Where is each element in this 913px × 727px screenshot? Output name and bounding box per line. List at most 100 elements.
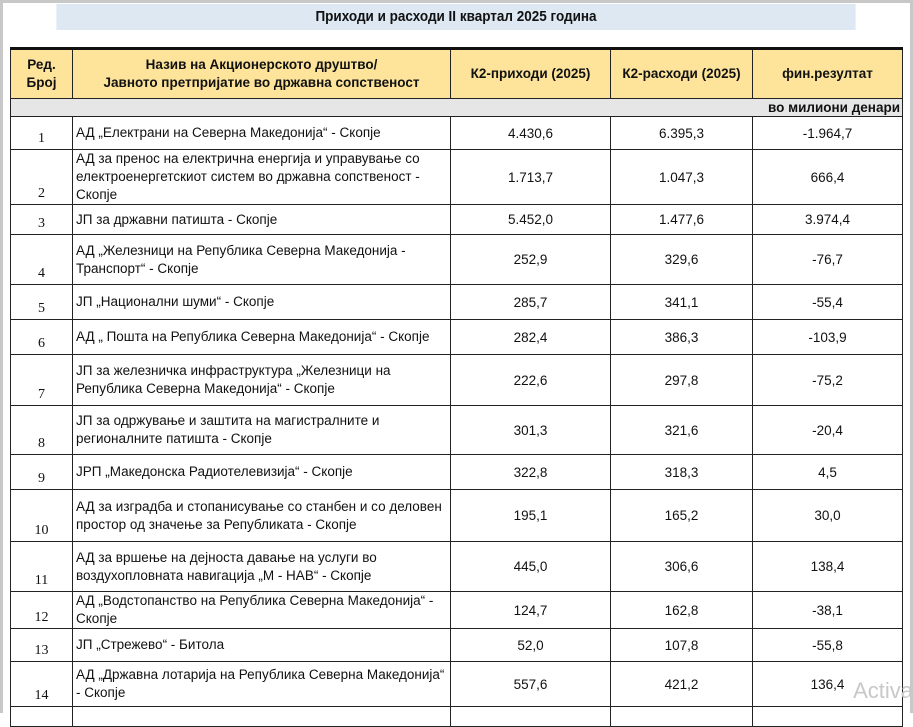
income-value: 252,9 [450,234,611,285]
income-value: 282,4 [450,319,611,355]
company-name: ЈРП „Македонска Радиотелевизија“ - Скопј… [72,454,451,490]
company-name: АД „ Пошта на Република Северна Македони… [72,319,451,355]
income-value: 4.430,6 [450,116,611,150]
income-value: 1.713,7 [450,149,611,205]
header-expenses: К2-расходи (2025) [610,47,753,99]
results-table: Ред. Број Назив на Акционерското друштво… [10,47,903,727]
row-number: 7 [10,354,73,406]
result-value: -76,7 [752,234,903,285]
table-row: 4 АД „Железници на Република Северна Маке… [10,234,903,285]
empty-cell [450,706,611,727]
expenses-value: 297,8 [610,354,753,406]
row-number: 4 [10,234,73,285]
expenses-value: 329,6 [610,234,753,285]
company-name: ЈП „Стрежево“ - Битола [72,628,451,662]
income-value: 557,6 [450,661,611,707]
expenses-value: 306,6 [610,541,753,592]
expenses-value: 1.477,6 [610,204,753,235]
company-name: ЈП за одржување и заштита на магистрални… [72,405,451,455]
table-row: 5 ЈП „Национални шуми“ - Скопје 285,7 341,1… [10,284,903,320]
header-row: Ред. Број Назив на Акционерското друштво… [10,47,903,99]
income-value: 301,3 [450,405,611,455]
table-row: 3 ЈП за државни патишта - Скопје 5.452,0 1.… [10,204,903,235]
income-value: 445,0 [450,541,611,592]
expenses-value: 321,6 [610,405,753,455]
result-value: -55,8 [752,628,903,662]
company-name: АД за вршење на дејноста давање на услуг… [72,541,451,592]
empty-cell [10,706,73,727]
result-value: -38,1 [752,591,903,629]
income-value: 5.452,0 [450,204,611,235]
company-name: ЈП „Национални шуми“ - Скопје [72,284,451,320]
table-row: 12 АД „Водстопанство на Република Северна… [10,591,903,629]
income-value: 124,7 [450,591,611,629]
company-name: АД „Железници на Република Северна Макед… [72,234,451,285]
table-row: 6 АД „ Пошта на Република Северна Македон… [10,319,903,355]
table-row: 2 АД за пренос на електрична енергија и у… [10,149,903,205]
expenses-value: 162,8 [610,591,753,629]
result-value: -20,4 [752,405,903,455]
header-no: Ред. Број [10,47,73,99]
header-name: Назив на Акционерското друштво/Јавното п… [72,47,451,99]
income-value: 195,1 [450,489,611,542]
income-value: 222,6 [450,354,611,406]
header-result: фин.резултат [752,47,903,99]
table-row: 7 ЈП за железничка инфраструктура „Железн… [10,354,903,406]
row-number: 8 [10,405,73,455]
expenses-value: 165,2 [610,489,753,542]
table-row: 9 ЈРП „Македонска Радиотелевизија“ - Скоп… [10,454,903,490]
income-value: 285,7 [450,284,611,320]
company-name: ЈП за државни патишта - Скопје [72,204,451,235]
table-row: 11 АД за вршење на дејноста давање на усл… [10,541,903,592]
income-value: 322,8 [450,454,611,490]
row-number: 3 [10,204,73,235]
header-name-line2: Јавното претпријатие во државна сопствен… [103,75,420,90]
row-number: 2 [10,149,73,205]
empty-cell [610,706,753,727]
table-row: 8 ЈП за одржување и заштита на магистралн… [10,405,903,455]
expenses-value: 318,3 [610,454,753,490]
row-number: 9 [10,454,73,490]
table-row: 13 ЈП „Стрежево“ - Битола 52,0 107,8 -55,8 [10,628,903,662]
expenses-value: 107,8 [610,628,753,662]
activation-watermark: Activa [853,678,913,703]
empty-cell [72,706,451,727]
page-title: Приходи и расходи II квартал 2025 година [56,4,856,30]
table-row: 1 АД „Електрани на Северна Македонија“ - … [10,116,903,150]
header-income: К2-приходи (2025) [450,47,611,99]
result-value: 136,4 [752,661,903,707]
result-value: 138,4 [752,541,903,592]
row-number: 11 [10,541,73,592]
company-name: ЈП за железничка инфраструктура „Железни… [72,354,451,406]
result-value: -1.964,7 [752,116,903,150]
result-value: 4,5 [752,454,903,490]
result-value: 666,4 [752,149,903,205]
row-number: 13 [10,628,73,662]
row-number: 10 [10,489,73,542]
table-row-partial [10,706,903,727]
expenses-value: 386,3 [610,319,753,355]
company-name: АД „Електрани на Северна Македонија“ - С… [72,116,451,150]
result-value: -103,9 [752,319,903,355]
expenses-value: 341,1 [610,284,753,320]
company-name: АД „Државна лотарија на Република Северн… [72,661,451,707]
row-number: 14 [10,661,73,707]
expenses-value: 6.395,3 [610,116,753,150]
income-value: 52,0 [450,628,611,662]
expenses-value: 1.047,3 [610,149,753,205]
row-number: 5 [10,284,73,320]
company-name: АД за изградба и стопанисување со станбе… [72,489,451,542]
row-number: 1 [10,116,73,150]
result-value: 30,0 [752,489,903,542]
company-name: АД за пренос на електрична енергија и уп… [72,149,451,205]
units-label: во милиони денари [10,98,903,117]
result-value: -55,4 [752,284,903,320]
table-row: 10 АД за изградба и стопанисување со стан… [10,489,903,542]
units-row: во милиони денари [10,98,903,117]
empty-cell [752,706,903,727]
result-value: 3.974,4 [752,204,903,235]
company-name: АД „Водстопанство на Република Северна М… [72,591,451,629]
table-row: 14 АД „Државна лотарија на Република Севе… [10,661,903,707]
row-number: 6 [10,319,73,355]
